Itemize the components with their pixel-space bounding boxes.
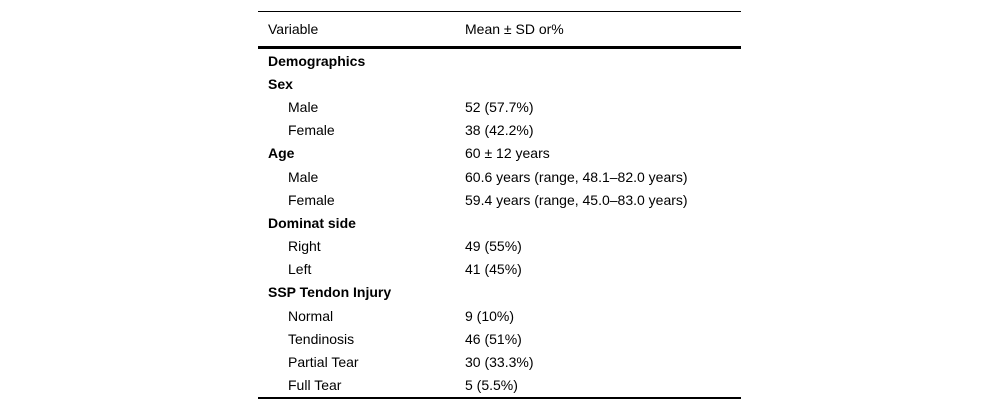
table-row: Partial Tear 30 (33.3%) xyxy=(258,350,741,373)
row-label: SSP Tendon Injury xyxy=(268,284,392,301)
table-body: Demographics Sex Male 52 (57.7%) Female 38 (4… xyxy=(258,48,741,398)
row-value xyxy=(455,281,741,304)
row-label: Female xyxy=(288,191,335,208)
row-label: Left xyxy=(288,261,312,278)
table-row: Demographics xyxy=(258,48,741,73)
table-header: Variable Mean ± SD or% xyxy=(258,11,741,49)
table-row: Full Tear 5 (5.5%) xyxy=(258,374,741,398)
row-label: Male xyxy=(288,168,319,185)
row-label: Right xyxy=(288,238,321,255)
row-label: Age xyxy=(268,145,295,162)
header-row: Variable Mean ± SD or% xyxy=(258,11,741,49)
row-value: 49 (55%) xyxy=(465,238,522,255)
row-label: Demographics xyxy=(268,52,366,69)
table-row: Sex xyxy=(258,72,741,95)
row-label: Full Tear xyxy=(288,377,342,394)
row-value: 52 (57.7%) xyxy=(465,98,534,115)
row-label: Dominat side xyxy=(268,214,356,231)
column-header-mean-sd: Mean ± SD or% xyxy=(455,11,741,49)
row-value xyxy=(455,211,741,234)
row-label: Tendinosis xyxy=(288,330,355,347)
table-row: Male 60.6 years (range, 48.1–82.0 years) xyxy=(258,165,741,188)
row-value: 60.6 years (range, 48.1–82.0 years) xyxy=(465,168,688,185)
table-row: SSP Tendon Injury xyxy=(258,281,741,304)
table-row: Left 41 (45%) xyxy=(258,258,741,281)
table-row: Male 52 (57.7%) xyxy=(258,95,741,118)
row-label: Male xyxy=(288,98,319,115)
table-row: Normal 9 (10%) xyxy=(258,304,741,327)
row-label: Sex xyxy=(268,75,293,92)
row-value: 41 (45%) xyxy=(465,261,522,278)
row-value xyxy=(455,48,741,73)
row-value: 46 (51%) xyxy=(465,330,522,347)
row-label: Female xyxy=(288,122,335,139)
column-header-variable: Variable xyxy=(258,11,455,49)
row-label: Partial Tear xyxy=(288,354,359,371)
table-row: Tendinosis 46 (51%) xyxy=(258,327,741,350)
demographics-table-container: Variable Mean ± SD or% Demographics Sex Ma… xyxy=(258,11,741,399)
row-value: 38 (42.2%) xyxy=(465,122,534,139)
row-value: 60 ± 12 years xyxy=(465,145,550,162)
table-row: Female 59.4 years (range, 45.0–83.0 years… xyxy=(258,188,741,211)
row-value: 9 (10%) xyxy=(465,307,515,324)
row-value: 30 (33.3%) xyxy=(465,354,534,371)
row-value xyxy=(455,72,741,95)
row-label: Normal xyxy=(288,307,334,324)
row-value: 5 (5.5%) xyxy=(465,377,518,394)
row-value: 59.4 years (range, 45.0–83.0 years) xyxy=(465,191,688,208)
table-row: Dominat side xyxy=(258,211,741,234)
table-row: Right 49 (55%) xyxy=(258,235,741,258)
table-row: Age 60 ± 12 years xyxy=(258,142,741,165)
table-row: Female 38 (42.2%) xyxy=(258,119,741,142)
demographics-table: Variable Mean ± SD or% Demographics Sex Ma… xyxy=(258,11,741,399)
